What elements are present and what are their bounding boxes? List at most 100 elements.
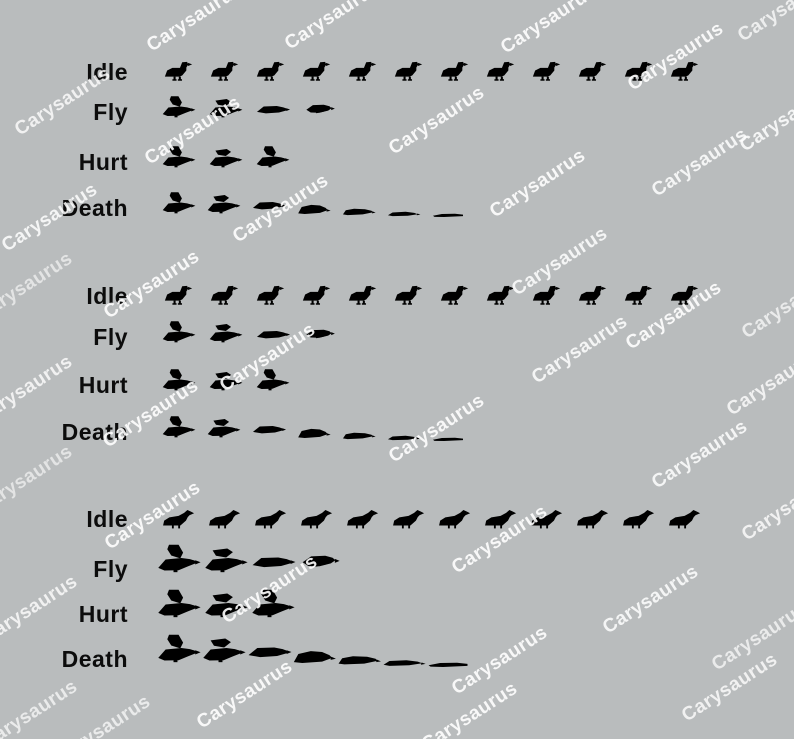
watermark-text: Carysaurus xyxy=(385,389,489,468)
bird-sprite-yellow-bird-fly-frame-3 xyxy=(255,320,292,349)
bird-sprite-yellow-bird-death-frame-4 xyxy=(296,415,333,444)
bird-sprite-gray-pigeon-death-frame-5 xyxy=(341,191,378,220)
row-label-idle: Idle xyxy=(86,58,128,85)
bird-sprite-yellow-bird-idle-frame-10 xyxy=(577,283,609,308)
bird-sprite-yellow-bird-idle-frame-2 xyxy=(209,283,241,308)
watermark-text: Carysaurus xyxy=(622,276,726,355)
bird-sprite-yellow-bird-idle-frame-9 xyxy=(531,283,563,308)
bird-sprite-black-crow-fly-frame-4 xyxy=(297,543,345,581)
bird-sprite-black-crow-idle-frame-4 xyxy=(299,507,336,531)
bird-sprite-yellow-bird-fly-frame-4 xyxy=(302,320,339,349)
bird-sprite-gray-pigeon-fly-frame-3 xyxy=(255,95,292,124)
watermark-text: Carysaurus xyxy=(281,0,385,55)
watermark-text: Carysaurus xyxy=(736,78,794,157)
bird-sprite-black-crow-hurt-frame-3 xyxy=(250,588,298,626)
watermark-text: Carysaurus xyxy=(738,265,794,344)
bird-sprite-black-crow-fly-frame-2 xyxy=(203,543,251,581)
bird-sprite-yellow-bird-idle-frame-6 xyxy=(393,283,425,308)
bird-sprite-yellow-bird-hurt-frame-2 xyxy=(208,368,245,397)
bird-sprite-yellow-bird-fly-frame-1 xyxy=(161,320,198,349)
row-label-hurt: Hurt xyxy=(78,600,128,627)
watermark-text: Carysaurus xyxy=(486,144,590,223)
bird-sprite-gray-pigeon-idle-frame-2 xyxy=(209,59,241,84)
row-label-death: Death xyxy=(61,194,128,221)
watermark-text: Carysaurus xyxy=(216,318,320,397)
row-label-death: Death xyxy=(61,645,128,672)
row-label-idle: Idle xyxy=(86,282,128,309)
watermark-text: Carysaurus xyxy=(0,570,82,649)
animation-row-gray-pigeon-fly: Fly xyxy=(0,88,794,124)
bird-sprite-black-crow-death-frame-4 xyxy=(291,633,339,671)
watermark-text: Carysaurus xyxy=(0,247,77,326)
animation-row-gray-pigeon-hurt: Hurt xyxy=(0,138,794,174)
frame-strip xyxy=(161,415,476,444)
bird-sprite-gray-pigeon-idle-frame-12 xyxy=(669,59,701,84)
bird-sprite-gray-pigeon-fly-frame-1 xyxy=(161,95,198,124)
bird-sprite-black-crow-idle-frame-9 xyxy=(529,507,566,531)
bird-sprite-yellow-bird-idle-frame-7 xyxy=(439,283,471,308)
watermark-text: Carysaurus xyxy=(448,621,552,700)
bird-sprite-gray-pigeon-fly-frame-2 xyxy=(208,95,245,124)
bird-sprite-yellow-bird-idle-frame-8 xyxy=(485,283,517,308)
frame-strip xyxy=(161,368,302,397)
bird-sprite-black-crow-idle-frame-11 xyxy=(621,507,658,531)
bird-sprite-gray-pigeon-hurt-frame-1 xyxy=(161,145,198,174)
animation-row-yellow-bird-idle: Idle xyxy=(0,278,794,308)
row-label-fly: Fly xyxy=(93,98,128,125)
bird-sprite-black-crow-idle-frame-7 xyxy=(437,507,474,531)
bird-sprite-yellow-bird-idle-frame-5 xyxy=(347,283,379,308)
watermark-text: Carysaurus xyxy=(0,350,77,429)
watermark-text: Carysaurus xyxy=(218,550,322,629)
bird-sprite-yellow-bird-idle-frame-1 xyxy=(163,283,195,308)
animation-row-black-crow-idle: Idle xyxy=(0,501,794,531)
watermark-text: Carysaurus xyxy=(723,342,794,421)
watermark-text: Carysaurus xyxy=(624,17,728,96)
watermark-text: Carysaurus xyxy=(648,415,752,494)
bird-sprite-gray-pigeon-idle-frame-3 xyxy=(255,59,287,84)
watermark-text: Carysaurus xyxy=(51,690,155,739)
frame-strip xyxy=(161,320,349,349)
bird-sprite-gray-pigeon-death-frame-7 xyxy=(431,191,468,220)
row-label-fly: Fly xyxy=(93,323,128,350)
watermark-text: Carysaurus xyxy=(101,476,205,555)
bird-sprite-gray-pigeon-idle-frame-1 xyxy=(163,59,195,84)
bird-sprite-yellow-bird-idle-frame-12 xyxy=(669,283,701,308)
bird-sprite-gray-pigeon-hurt-frame-2 xyxy=(208,145,245,174)
bird-sprite-gray-pigeon-idle-frame-6 xyxy=(393,59,425,84)
bird-sprite-yellow-bird-death-frame-6 xyxy=(386,415,423,444)
watermark-text: Carysaurus xyxy=(418,677,522,739)
watermark-text: Carysaurus xyxy=(734,0,794,47)
bird-sprite-gray-pigeon-idle-frame-8 xyxy=(485,59,517,84)
bird-sprite-gray-pigeon-death-frame-3 xyxy=(251,191,288,220)
watermark-text: Carysaurus xyxy=(648,123,752,202)
watermark-text: Carysaurus xyxy=(141,91,245,170)
animation-row-black-crow-death: Death xyxy=(0,627,794,671)
frame-strip xyxy=(156,543,344,581)
bird-sprite-gray-pigeon-death-frame-4 xyxy=(296,191,333,220)
watermark-text: Carysaurus xyxy=(11,62,115,141)
bird-sprite-black-crow-idle-frame-5 xyxy=(345,507,382,531)
bird-sprite-gray-pigeon-fly-frame-4 xyxy=(302,95,339,124)
bird-sprite-black-crow-idle-frame-2 xyxy=(207,507,244,531)
bird-sprite-black-crow-fly-frame-3 xyxy=(250,543,298,581)
bird-sprite-gray-pigeon-death-frame-1 xyxy=(161,191,198,220)
bird-sprite-yellow-bird-idle-frame-4 xyxy=(301,283,333,308)
bird-sprite-gray-pigeon-idle-frame-10 xyxy=(577,59,609,84)
watermark-text: Carysaurus xyxy=(385,81,489,160)
frame-strip xyxy=(163,59,715,84)
watermark-text: Carysaurus xyxy=(508,222,612,301)
watermark-text: Carysaurus xyxy=(99,374,203,453)
watermark-text: Carysaurus xyxy=(143,0,247,57)
animation-row-yellow-bird-death: Death xyxy=(0,408,794,444)
watermark-text: Carysaurus xyxy=(448,500,552,579)
bird-sprite-gray-pigeon-idle-frame-5 xyxy=(347,59,379,84)
watermark-text: Carysaurus xyxy=(229,169,333,248)
bird-sprite-black-crow-death-frame-6 xyxy=(381,633,429,671)
animation-row-yellow-bird-hurt: Hurt xyxy=(0,361,794,397)
row-label-death: Death xyxy=(61,418,128,445)
animation-row-yellow-bird-fly: Fly xyxy=(0,313,794,349)
